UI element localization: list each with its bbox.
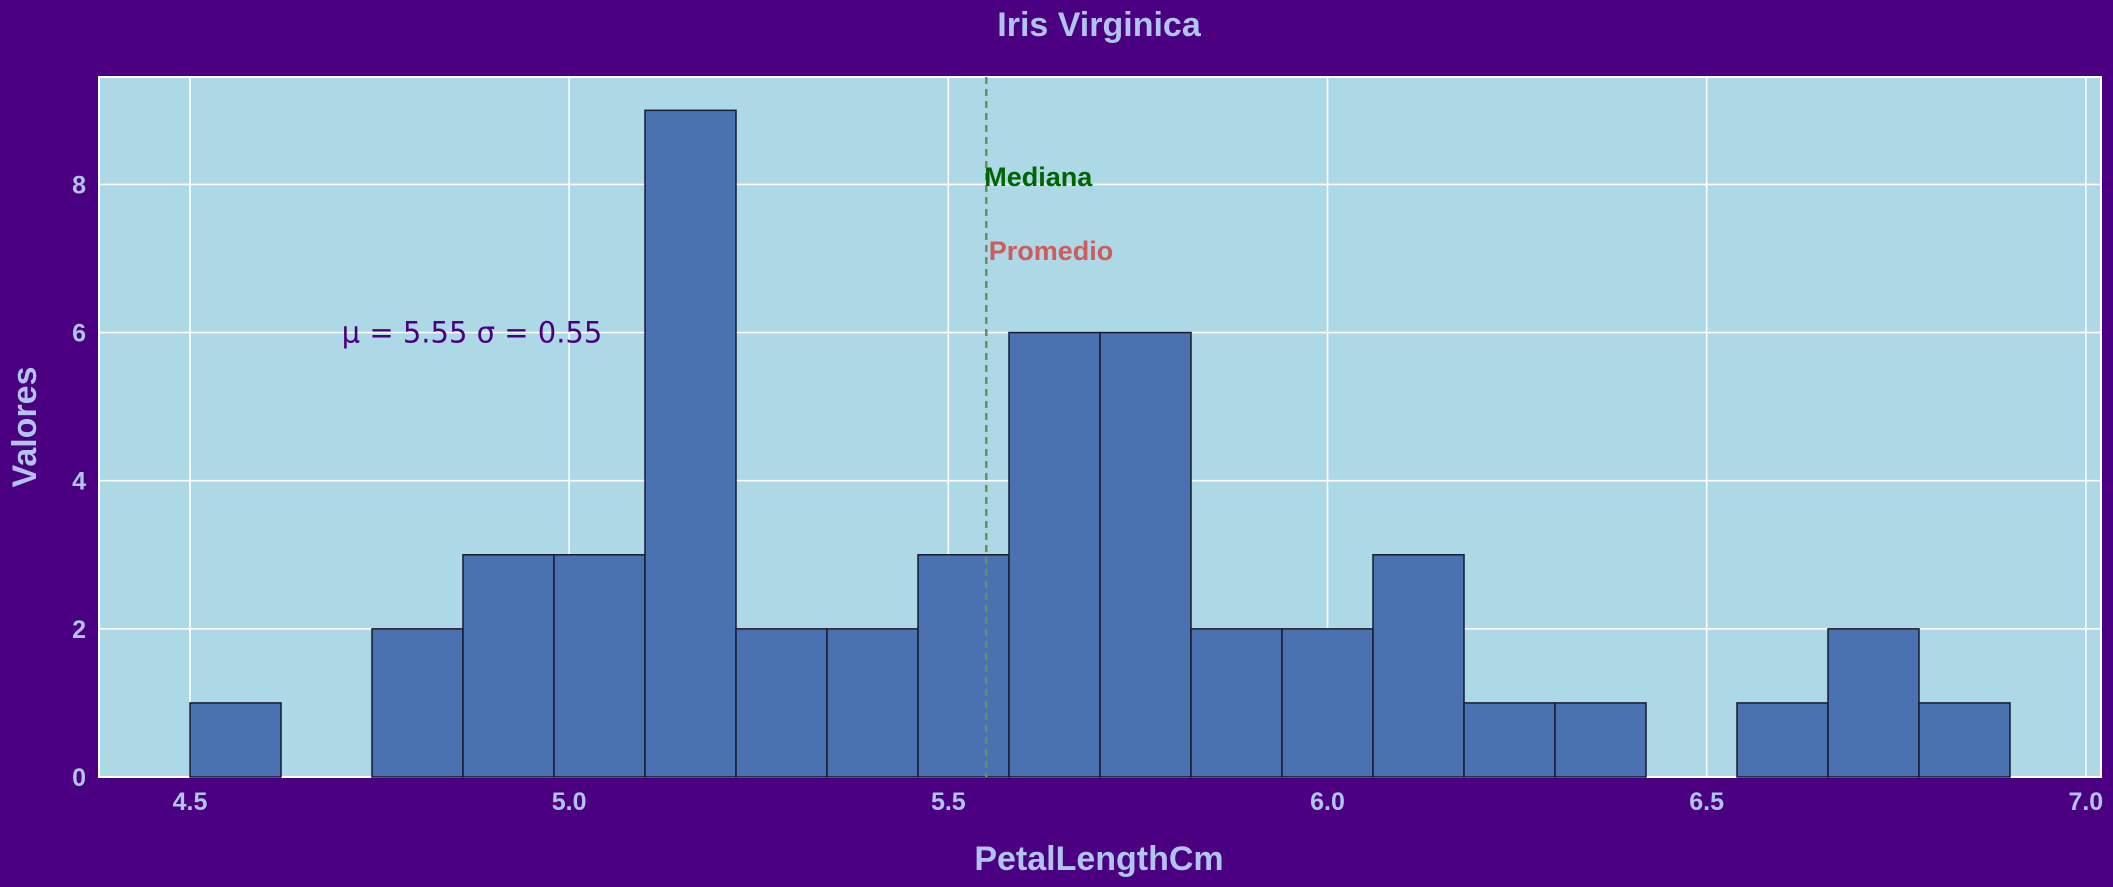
histogram-bar [1736, 702, 1829, 778]
histogram-bar [1190, 628, 1283, 778]
x-tick-label: 6.0 [1310, 788, 1345, 816]
histogram-bar [189, 702, 282, 778]
histogram-bar [1281, 628, 1374, 778]
histogram-bar [1099, 331, 1192, 778]
histogram-bar [1918, 702, 2011, 778]
histogram-bar [1554, 702, 1647, 778]
x-tick-label: 5.5 [931, 788, 966, 816]
stats-annotation: μ = 5.55 σ = 0.55 [342, 316, 603, 350]
histogram-bar [1372, 554, 1465, 778]
x-tick-label: 7.0 [2068, 788, 2103, 816]
y-tick-label: 2 [72, 616, 86, 644]
x-axis-label: PetalLengthCm [974, 840, 1223, 878]
x-tick-label: 6.5 [1689, 788, 1724, 816]
histogram-bar [1827, 628, 1920, 778]
histogram-bar [1463, 702, 1556, 778]
x-tick-label: 4.5 [173, 788, 208, 816]
axis-ticks: 4.5 5.0 5.5 6.0 6.5 7.0 0 2 4 6 8 [72, 171, 2103, 816]
median-label: Mediana [984, 162, 1093, 192]
y-tick-label: 4 [72, 468, 86, 496]
chart-title: Iris Virginica [997, 6, 1202, 44]
histogram-bar [1008, 331, 1101, 778]
y-axis-label: Valores [6, 367, 44, 488]
histogram-bar [735, 628, 828, 778]
y-tick-label: 8 [72, 171, 86, 199]
histogram-bar [553, 554, 646, 778]
y-tick-label: 6 [72, 320, 86, 348]
histogram-bar [826, 628, 919, 778]
mean-label: Promedio [989, 236, 1114, 266]
histogram-bar [462, 554, 555, 778]
histogram-bar [644, 109, 737, 778]
x-tick-label: 5.0 [552, 788, 587, 816]
histogram-bars [189, 109, 2011, 778]
y-tick-label: 0 [72, 764, 86, 792]
histogram-bar [917, 554, 1010, 778]
histogram-bar [371, 628, 464, 778]
